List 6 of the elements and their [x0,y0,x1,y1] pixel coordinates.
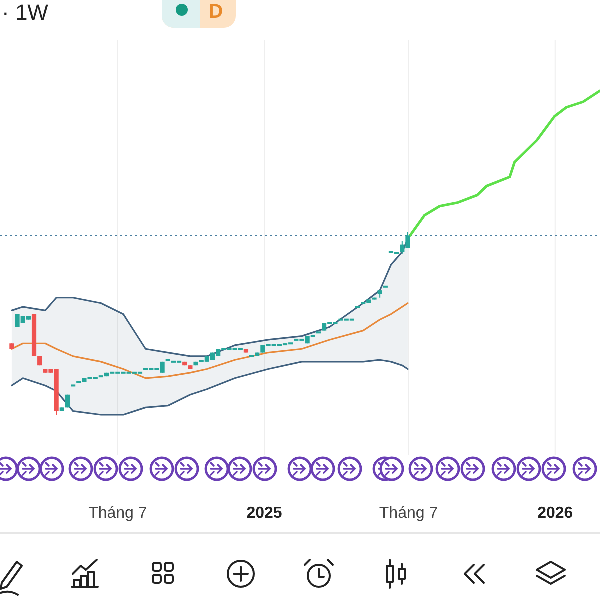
x-tick-label: Tháng 7 [88,505,148,522]
text: D [208,1,224,23]
x-tick-label: Tháng 7 [379,505,438,522]
x-tick-label: 2026 [538,505,574,522]
x-tick-label: 2025 [246,505,282,522]
chart-title: · 1W [2,0,49,25]
